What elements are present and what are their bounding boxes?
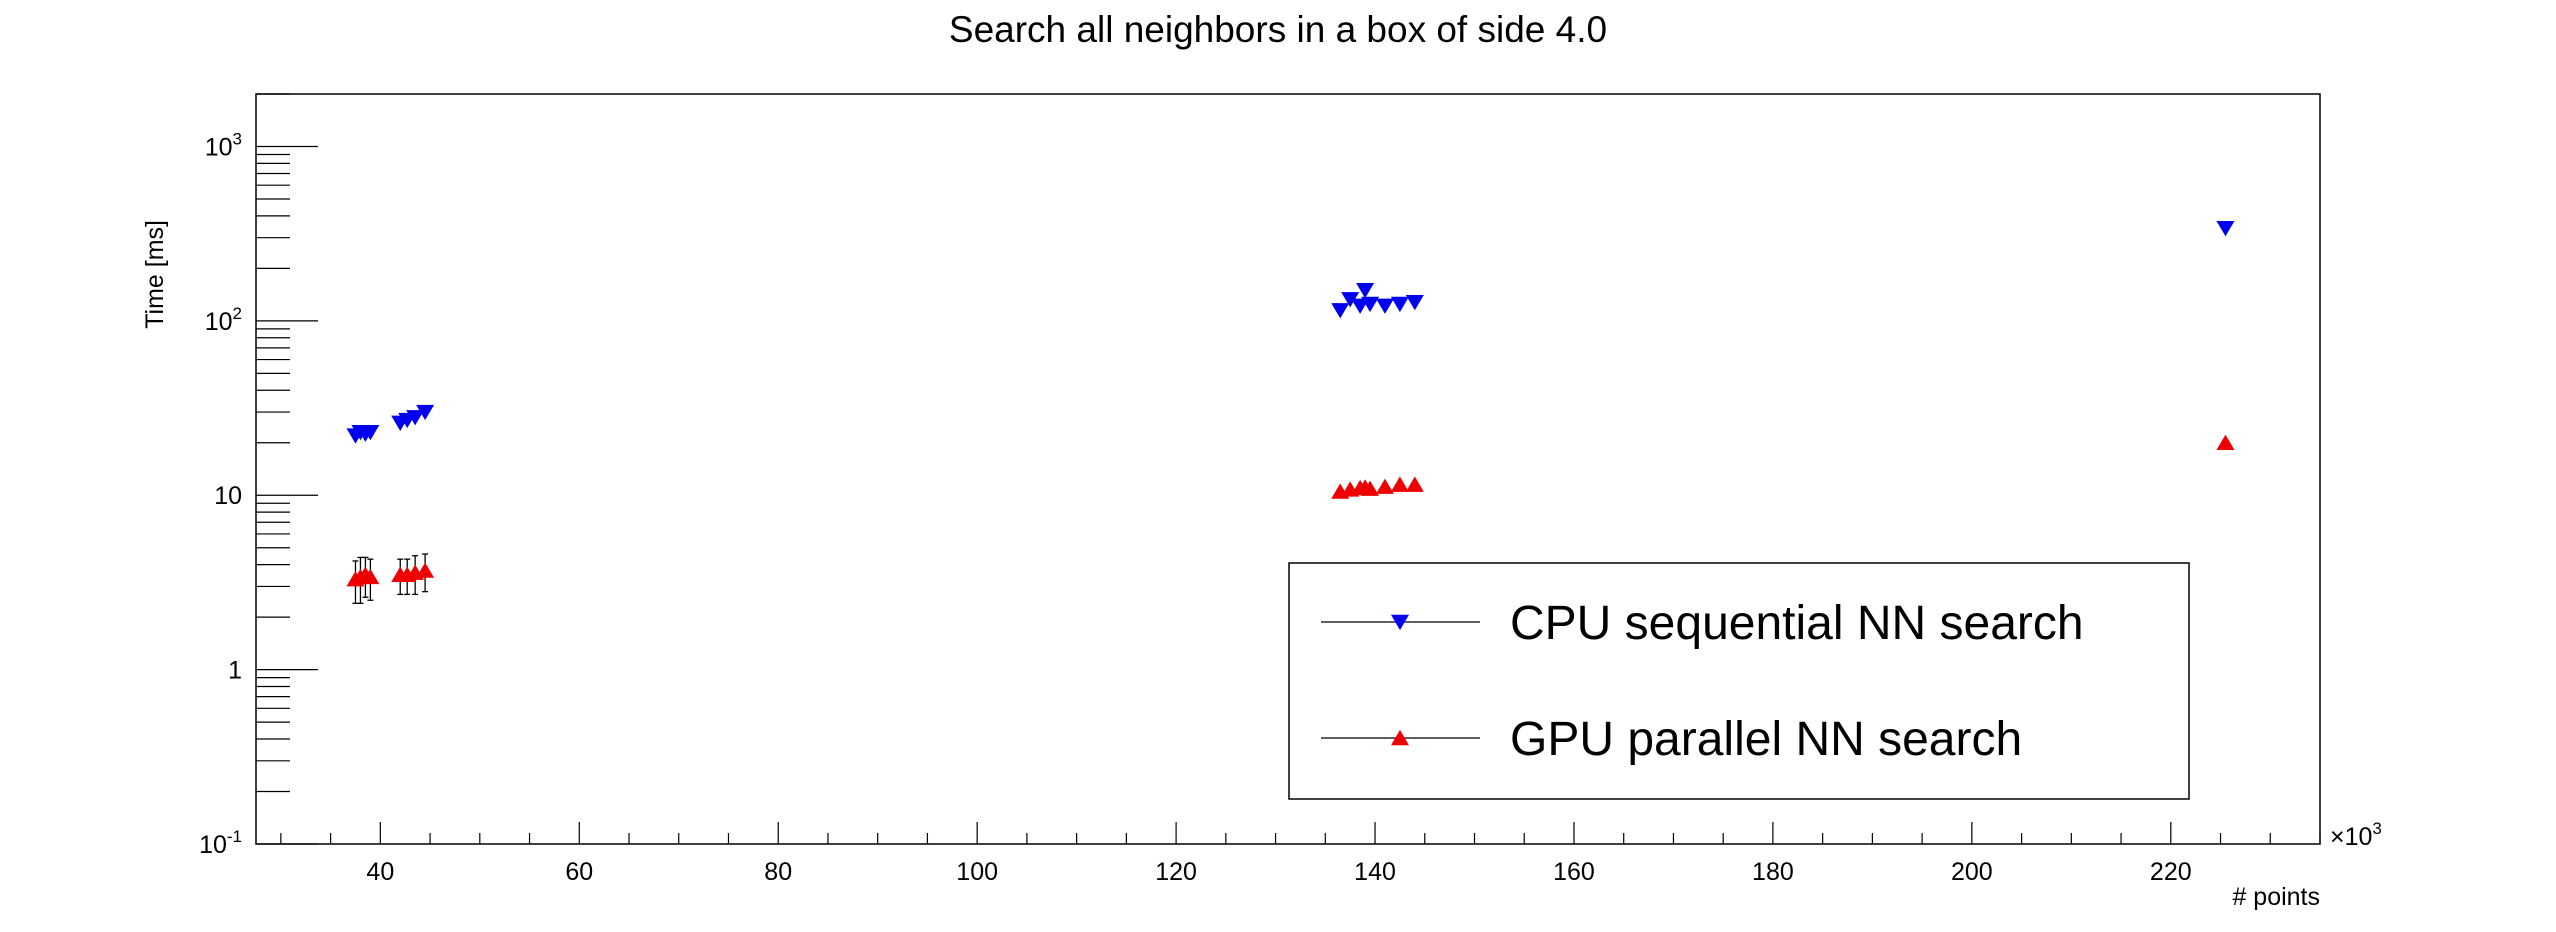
x-tick-label: 140 (1354, 858, 1396, 886)
cpu-data-point (406, 410, 425, 426)
x-axis-multiplier: ×103 (2330, 819, 2382, 851)
cpu-data-point (1390, 296, 1409, 313)
gpu-data-point (416, 562, 435, 578)
x-tick-label: 180 (1752, 858, 1794, 886)
gpu-data-point (1361, 480, 1380, 496)
legend-label-cpu: CPU sequential NN search (1510, 597, 2084, 650)
legend-marker-gpu (1391, 729, 1409, 746)
cpu-data-point (1361, 296, 1380, 313)
chart-title: Search all neighbors in a box of side 4.… (949, 9, 1607, 50)
legend-box (1288, 562, 2190, 800)
cpu-data-point (1331, 303, 1350, 319)
y-axis-label: Time [ms] (141, 220, 169, 329)
x-tick-label: 200 (1951, 858, 1993, 886)
cpu-data-point (1405, 294, 1424, 311)
y-tick-label: 102 (205, 304, 242, 336)
legend-marker-cpu (1391, 614, 1409, 631)
gpu-data-point (361, 568, 380, 585)
cpu-data-point (1356, 282, 1375, 299)
x-tick-label: 120 (1155, 858, 1197, 886)
x-axis: 40 60 80 100 120 140 160 180 200 220 (280, 822, 2321, 886)
x-axis-label: # points (2232, 883, 2320, 911)
gpu-data-point (1390, 476, 1409, 492)
cpu-data-point (1375, 298, 1394, 314)
x-tick-label: 100 (956, 858, 998, 886)
x-tick-label: 60 (565, 858, 593, 886)
data-markers (346, 220, 2235, 587)
cpu-data-point (2216, 220, 2235, 237)
x-tick-label: 80 (764, 858, 792, 886)
gpu-data-point (1375, 478, 1394, 494)
legend: CPU sequential NN search GPU parallel NN … (1288, 562, 2190, 800)
cpu-data-point (416, 404, 435, 421)
gpu-data-point (1405, 476, 1424, 492)
legend-label-gpu: GPU parallel NN search (1510, 713, 2022, 766)
x-tick-label: 40 (366, 858, 394, 886)
plot-frame (255, 93, 2321, 845)
cpu-data-point (1341, 292, 1360, 308)
x-tick-label: 160 (1553, 858, 1595, 886)
y-axis: 10-1 1 10 102 103 (199, 93, 318, 859)
x-tick-label: 220 (2150, 858, 2192, 886)
cpu-data-point (361, 424, 380, 441)
y-tick-label: 10 (214, 482, 242, 510)
y-tick-label: 1 (228, 657, 242, 685)
gpu-data-point (2216, 434, 2235, 450)
y-tick-label: 103 (205, 129, 242, 161)
y-tick-label: 10-1 (199, 827, 242, 859)
